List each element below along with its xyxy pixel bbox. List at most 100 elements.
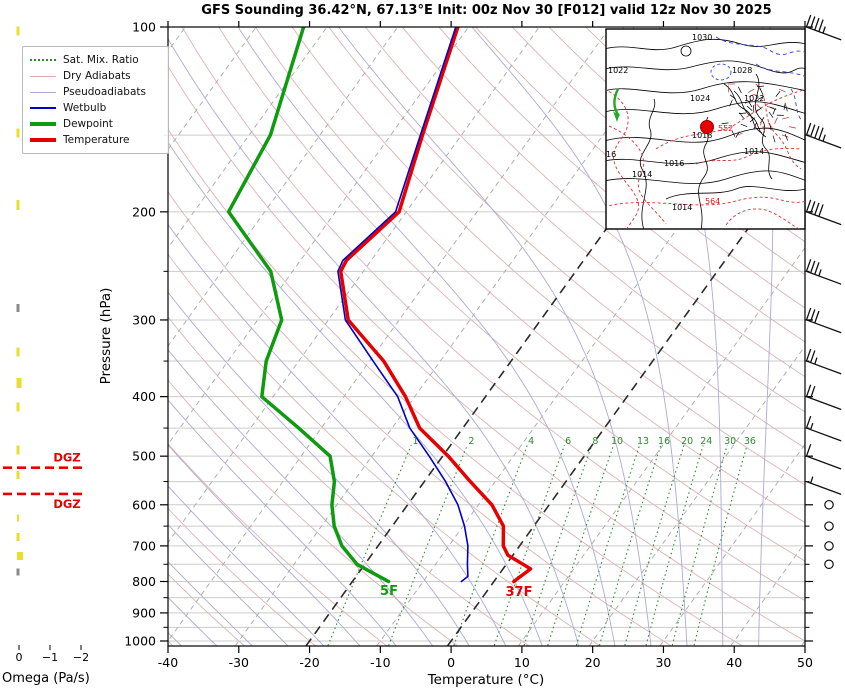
wind-barb bbox=[806, 476, 842, 496]
wetbulb-curve bbox=[337, 27, 469, 583]
svg-text:30: 30 bbox=[724, 436, 736, 447]
x-axis-label: Temperature (°C) bbox=[427, 672, 545, 688]
svg-text:500: 500 bbox=[132, 449, 156, 464]
mixing-ratio-labels: 1 2 4 6 8 10 13 16 20 24 30 36 bbox=[413, 436, 756, 447]
map-contour-label: 16 bbox=[606, 150, 616, 159]
svg-text:0: 0 bbox=[447, 655, 455, 670]
svg-text:-20: -20 bbox=[299, 655, 319, 670]
svg-text:200: 200 bbox=[132, 204, 156, 219]
map-contour-label: 564 bbox=[705, 197, 720, 206]
surface-labels: 5F 37F bbox=[380, 584, 532, 600]
dry-adiabats-line-sample-icon bbox=[30, 75, 56, 77]
map-arrow-icon bbox=[613, 88, 620, 117]
wind-barb-column bbox=[805, 14, 842, 570]
wind-barb bbox=[805, 384, 842, 411]
svg-text:800: 800 bbox=[132, 574, 156, 589]
svg-text:13: 13 bbox=[637, 436, 649, 447]
svg-text:16: 16 bbox=[658, 436, 670, 447]
temperature-curve bbox=[338, 27, 533, 584]
wind-barb bbox=[805, 348, 842, 375]
temperature-line-sample-icon bbox=[30, 138, 56, 142]
omega-axis-label: Omega (Pa/s) bbox=[2, 671, 90, 686]
calm-wind-circle-icon bbox=[824, 499, 834, 510]
wind-barb bbox=[805, 199, 842, 226]
legend-item-label: Dry Adiabats bbox=[63, 70, 131, 82]
dgz-label: DGZ bbox=[53, 497, 80, 511]
map-contour-label: 1030 bbox=[692, 33, 712, 42]
legend-item-label: Sat. Mix. Ratio bbox=[63, 54, 139, 66]
svg-text:1000: 1000 bbox=[124, 634, 156, 649]
svg-text:−2: −2 bbox=[73, 651, 89, 664]
pseudoadiabats-line-sample-icon bbox=[30, 91, 56, 93]
page-title: GFS Sounding 36.42°N, 67.13°E Init: 00z … bbox=[201, 3, 772, 18]
svg-text:600: 600 bbox=[132, 497, 156, 512]
sounding-curves bbox=[226, 27, 533, 584]
svg-text:50: 50 bbox=[797, 655, 813, 670]
inset-synoptic-map: 1030 1028 1022 1024 1022 1018 552 1014 16 1016 101… bbox=[605, 28, 806, 230]
surface-dewpoint-label: 5F bbox=[380, 584, 398, 599]
map-contour-label: 1024 bbox=[690, 94, 710, 103]
dewpoint-line-sample-icon bbox=[30, 122, 56, 126]
svg-text:−1: −1 bbox=[42, 651, 58, 664]
legend-item-label: Temperature bbox=[63, 134, 130, 146]
svg-text:20: 20 bbox=[585, 655, 601, 670]
legend-item: Dewpoint bbox=[30, 116, 162, 132]
svg-text:0: 0 bbox=[16, 651, 23, 664]
calm-wind-circle-icon bbox=[824, 541, 834, 551]
dgz-label: DGZ bbox=[53, 451, 80, 465]
background-grid bbox=[168, 27, 805, 646]
svg-text:8: 8 bbox=[592, 436, 598, 447]
svg-text:900: 900 bbox=[132, 605, 156, 620]
wind-barb bbox=[805, 259, 842, 285]
legend-item-label: Pseudoadiabats bbox=[63, 86, 146, 98]
svg-text:300: 300 bbox=[132, 312, 156, 327]
svg-text:6: 6 bbox=[565, 436, 571, 447]
map-contour-label: 1016 bbox=[664, 159, 684, 168]
legend-item: Wetbulb bbox=[30, 100, 162, 116]
svg-text:100: 100 bbox=[132, 20, 156, 35]
wind-barb bbox=[805, 415, 842, 442]
svg-text:40: 40 bbox=[726, 655, 742, 670]
omega-axis: 0 −1 −2 Omega (Pa/s) bbox=[2, 26, 90, 686]
legend-item-label: Wetbulb bbox=[63, 102, 107, 114]
calm-wind-circle-icon bbox=[824, 559, 834, 570]
svg-text:400: 400 bbox=[132, 389, 156, 404]
svg-text:-10: -10 bbox=[370, 655, 390, 670]
wind-barb bbox=[805, 14, 842, 41]
legend-item: Dry Adiabats bbox=[30, 68, 162, 84]
legend-item: Pseudoadiabats bbox=[30, 84, 162, 100]
svg-text:-40: -40 bbox=[158, 655, 178, 670]
svg-text:10: 10 bbox=[611, 436, 623, 447]
dewpoint-curve bbox=[226, 27, 391, 584]
wind-barb bbox=[805, 443, 842, 470]
map-contour-label: 1018 bbox=[692, 131, 712, 140]
map-contour-label: 552 bbox=[718, 124, 733, 133]
sat-mix-ratio-line-sample-icon bbox=[30, 59, 56, 61]
map-contour-label: 1014 bbox=[632, 170, 652, 179]
svg-text:20: 20 bbox=[681, 436, 693, 447]
svg-text:36: 36 bbox=[744, 436, 756, 447]
legend: Sat. Mix. Ratio Dry Adiabats Pseudoadiabat… bbox=[22, 46, 169, 154]
svg-text:1: 1 bbox=[413, 436, 419, 447]
wetbulb-line-sample-icon bbox=[30, 107, 56, 109]
surface-temp-label: 37F bbox=[506, 585, 533, 600]
svg-text:10: 10 bbox=[514, 655, 530, 670]
dgz-annotations: DGZ DGZ bbox=[3, 451, 82, 511]
svg-text:-30: -30 bbox=[229, 655, 249, 670]
wind-barb bbox=[805, 307, 842, 334]
svg-text:4: 4 bbox=[528, 436, 534, 447]
map-contour-label: 1014 bbox=[672, 203, 692, 212]
svg-text:24: 24 bbox=[700, 436, 712, 447]
map-contour-label: 1022 bbox=[744, 94, 764, 103]
legend-item-label: Dewpoint bbox=[63, 118, 113, 130]
svg-text:30: 30 bbox=[655, 655, 671, 670]
station-location-dot bbox=[700, 120, 714, 134]
legend-item: Temperature bbox=[30, 132, 162, 148]
wind-barb bbox=[805, 122, 842, 149]
calm-wind-circle-icon bbox=[824, 521, 834, 531]
legend-item: Sat. Mix. Ratio bbox=[30, 52, 162, 68]
map-contour-label: 1014 bbox=[744, 147, 764, 156]
